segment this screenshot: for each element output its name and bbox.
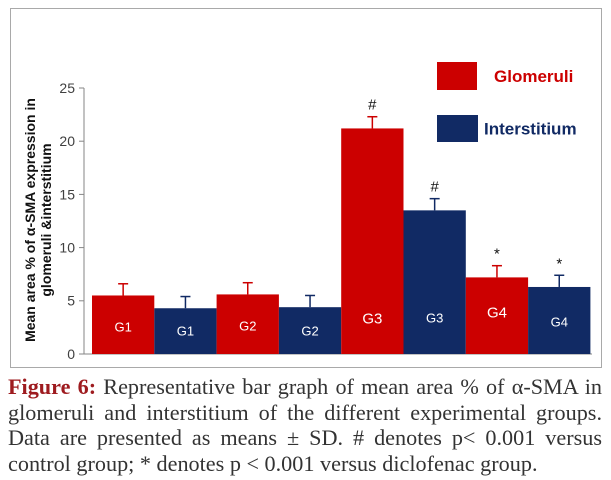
legend-swatch-interstitium [437, 115, 478, 142]
bar-glomeruli-g4 [465, 277, 529, 354]
bar-label-interstitium-g2: G2 [301, 324, 318, 339]
significance-mark-glomeruli-g3: # [368, 97, 377, 114]
error-bars [118, 115, 565, 309]
y-tick-label: 10 [59, 240, 75, 256]
legend-label-glomeruli: Glomeruli [494, 67, 573, 86]
bars [92, 128, 591, 354]
y-tick-label: 0 [67, 346, 75, 362]
significance-mark-interstitium-g4: * [556, 255, 562, 272]
significance-mark-interstitium-g3: # [430, 179, 439, 196]
bar-interstitium-g3 [403, 210, 466, 354]
bar-glomeruli-g1 [92, 295, 155, 354]
significance-mark-glomeruli-g4: * [494, 246, 500, 263]
legend: Glomeruli Interstitium [437, 62, 577, 142]
caption-text: Representative bar graph of mean area % … [8, 374, 602, 476]
bar-label-interstitium-g1: G1 [177, 324, 194, 339]
y-tick-label: 5 [67, 293, 75, 309]
bar-interstitium-g4 [528, 286, 591, 354]
y-tick-label: 20 [59, 133, 75, 149]
bar-interstitium-g1 [154, 308, 217, 354]
bar-label-glomeruli-g3: G3 [362, 310, 382, 327]
legend-label-interstitium: Interstitium [484, 119, 577, 138]
figure-label: Figure 6: [8, 374, 97, 399]
y-axis-title: Mean area % of α-SMA expression in glome… [22, 98, 54, 342]
bar-chart: 0 5 10 15 20 25 G1 G1 G2 G2 G3 G3 G4 G4 # # * * Glomeru… [59, 62, 592, 362]
bar-label-glomeruli-g1: G1 [114, 320, 131, 335]
legend-swatch-glomeruli [437, 62, 477, 90]
figure-caption: Figure 6: Representative bar graph of me… [8, 374, 602, 476]
bar-category-labels: G1 G1 G2 G2 G3 G3 G4 G4 [114, 304, 567, 338]
significance-marks: # # * * [368, 97, 562, 273]
bar-label-interstitium-g3: G3 [426, 311, 443, 326]
bar-label-interstitium-g4: G4 [551, 315, 568, 330]
bar-interstitium-g2 [278, 307, 342, 354]
y-axis-ticks: 0 5 10 15 20 25 [59, 80, 84, 362]
bar-label-glomeruli-g2: G2 [239, 319, 256, 334]
y-tick-label: 25 [59, 80, 75, 96]
bar-glomeruli-g2 [216, 294, 279, 354]
bar-label-glomeruli-g4: G4 [487, 304, 507, 321]
y-tick-label: 15 [59, 186, 75, 202]
bar-glomeruli-g3 [341, 128, 404, 354]
